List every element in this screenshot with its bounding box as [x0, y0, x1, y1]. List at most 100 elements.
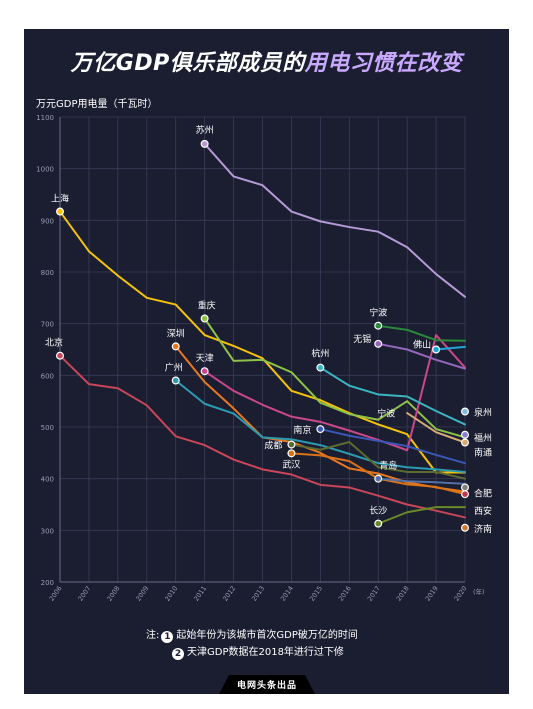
series-line: [59, 210, 466, 474]
series-line: [377, 342, 466, 370]
x-tick-label: 2011: [192, 585, 208, 603]
x-tick-label: 2019: [424, 585, 440, 603]
series-label: 南京: [293, 424, 311, 436]
y-axis-label: 万元GDP用电量（千瓦时）: [36, 99, 158, 110]
series-start-marker: [200, 314, 209, 323]
note-marker-1-icon: 1: [161, 631, 174, 643]
y-tick-label: 900: [41, 217, 54, 225]
y-tick-label: 500: [41, 424, 54, 432]
series-end-marker: [461, 430, 470, 439]
y-tick-label: 700: [41, 321, 54, 329]
x-axis-unit: (年): [473, 587, 485, 596]
series-label: 北京: [45, 337, 63, 349]
series-start-marker: [374, 474, 383, 483]
note-text-2: 天津GDP数据在2018年进行过下修: [187, 647, 344, 658]
y-tick-label: 800: [41, 269, 54, 277]
y-tick-label: 200: [41, 579, 54, 587]
series-label: 苏州: [196, 124, 214, 136]
series-start-marker: [55, 207, 64, 216]
series-end-label: 济南: [474, 523, 492, 535]
series-line: [319, 366, 466, 426]
series-start-marker: [200, 367, 209, 376]
series-start-marker: [316, 363, 325, 372]
chart-card: 万亿GDP俱乐部成员的用电习惯在改变 万元GDP用电量（千瓦时） 200 300 4…: [24, 29, 509, 694]
series-line: [290, 440, 466, 480]
series-line: [377, 477, 466, 485]
series-line: [319, 428, 466, 465]
chart-title-white: 万亿GDP俱乐部成员的: [70, 51, 305, 76]
series-label: 天津: [196, 353, 214, 364]
series-line: [203, 142, 466, 298]
x-tick-label: 2010: [163, 585, 179, 603]
footer-badge-shape: [219, 675, 315, 694]
chart-title: 万亿GDP俱乐部成员的用电习惯在改变: [24, 45, 509, 77]
x-tick-label: 2014: [279, 585, 295, 603]
series-end-label: 合肥: [474, 487, 492, 499]
series-line: [406, 412, 466, 444]
series-start-marker: [374, 321, 383, 330]
chart-title-purple: 用电习惯在改变: [304, 51, 463, 76]
x-tick-label: 2009: [134, 585, 150, 603]
x-tick-label: 2020: [453, 585, 469, 603]
series-start-marker: [287, 449, 296, 458]
series-end-marker: [461, 438, 470, 447]
series-label: 重庆: [198, 300, 216, 312]
series-end-label: 福州: [474, 432, 492, 444]
series-end-marker: [461, 407, 470, 416]
series-start-marker: [374, 339, 383, 348]
y-tick-label: 1000: [36, 166, 54, 174]
x-tick-label: 2013: [250, 585, 266, 603]
series-label: 长沙: [369, 505, 387, 517]
y-tick-label: 1100: [36, 114, 54, 122]
x-tick-label: 2012: [221, 585, 237, 603]
series-label: 武汉: [282, 458, 300, 470]
series-end-marker: [461, 490, 470, 499]
x-tick-label: 2017: [366, 585, 382, 603]
line-chart: 200 300 400 500 600 700 800 900 1000 1100 2006 2007…: [36, 114, 492, 603]
note-text-1: 起始年份为该城市首次GDP破万亿的时间: [176, 630, 358, 641]
series-line: [435, 345, 466, 351]
series-line: [174, 379, 466, 473]
footer-badge: 电网头条出品: [219, 675, 315, 694]
series-start-marker: [432, 345, 441, 354]
notes: 注: 1 起始年份为该城市首次GDP破万亿的时间 2 天津GDP数据在2018年进行过…: [146, 627, 358, 661]
series-end-label: 泉州: [474, 407, 492, 419]
series-label: 无锡: [353, 334, 371, 345]
series-start-marker: [200, 139, 209, 148]
series-end-marker: [461, 483, 470, 492]
series-label: 深圳: [167, 328, 185, 339]
series-label: 上海: [51, 193, 69, 205]
series-line: [59, 354, 466, 519]
series-label-inline: 宁波: [377, 408, 395, 420]
series-label: 杭州: [311, 348, 329, 360]
series-start-marker: [171, 342, 180, 351]
x-tick-label: 2018: [395, 585, 411, 603]
x-tick-label: 2008: [105, 585, 121, 603]
note-row-1: 注: 1 起始年份为该城市首次GDP破万亿的时间: [146, 627, 358, 644]
note-row-2: 2 天津GDP数据在2018年进行过下修: [146, 644, 358, 661]
note-prefix: 注:: [146, 630, 160, 641]
series-line: [377, 506, 466, 525]
series-line: [174, 345, 466, 493]
series-start-marker: [55, 351, 64, 360]
series-start-marker: [171, 376, 180, 385]
series-start-marker: [287, 440, 296, 449]
footer-text: 电网头条出品: [236, 681, 297, 691]
x-tick-label: 2006: [48, 585, 64, 603]
series-end-label: 南通: [474, 447, 492, 459]
series-label: 佛山: [413, 339, 431, 351]
series-line: [203, 317, 466, 439]
note-marker-2-icon: 2: [172, 648, 184, 660]
y-tick-label: 300: [41, 527, 54, 535]
series-label: 青岛: [379, 460, 397, 472]
series-line: [377, 324, 466, 342]
series-label: 宁波: [369, 307, 387, 319]
x-tick-label: 2016: [337, 585, 353, 603]
series-start-marker: [316, 425, 325, 434]
series-end-label: 西安: [474, 505, 492, 517]
series-label: 广州: [165, 362, 183, 374]
y-tick-label: 400: [41, 476, 54, 484]
series-end-marker: [461, 523, 470, 532]
series-label: 成都: [264, 440, 282, 452]
y-tick-label: 600: [41, 372, 54, 380]
